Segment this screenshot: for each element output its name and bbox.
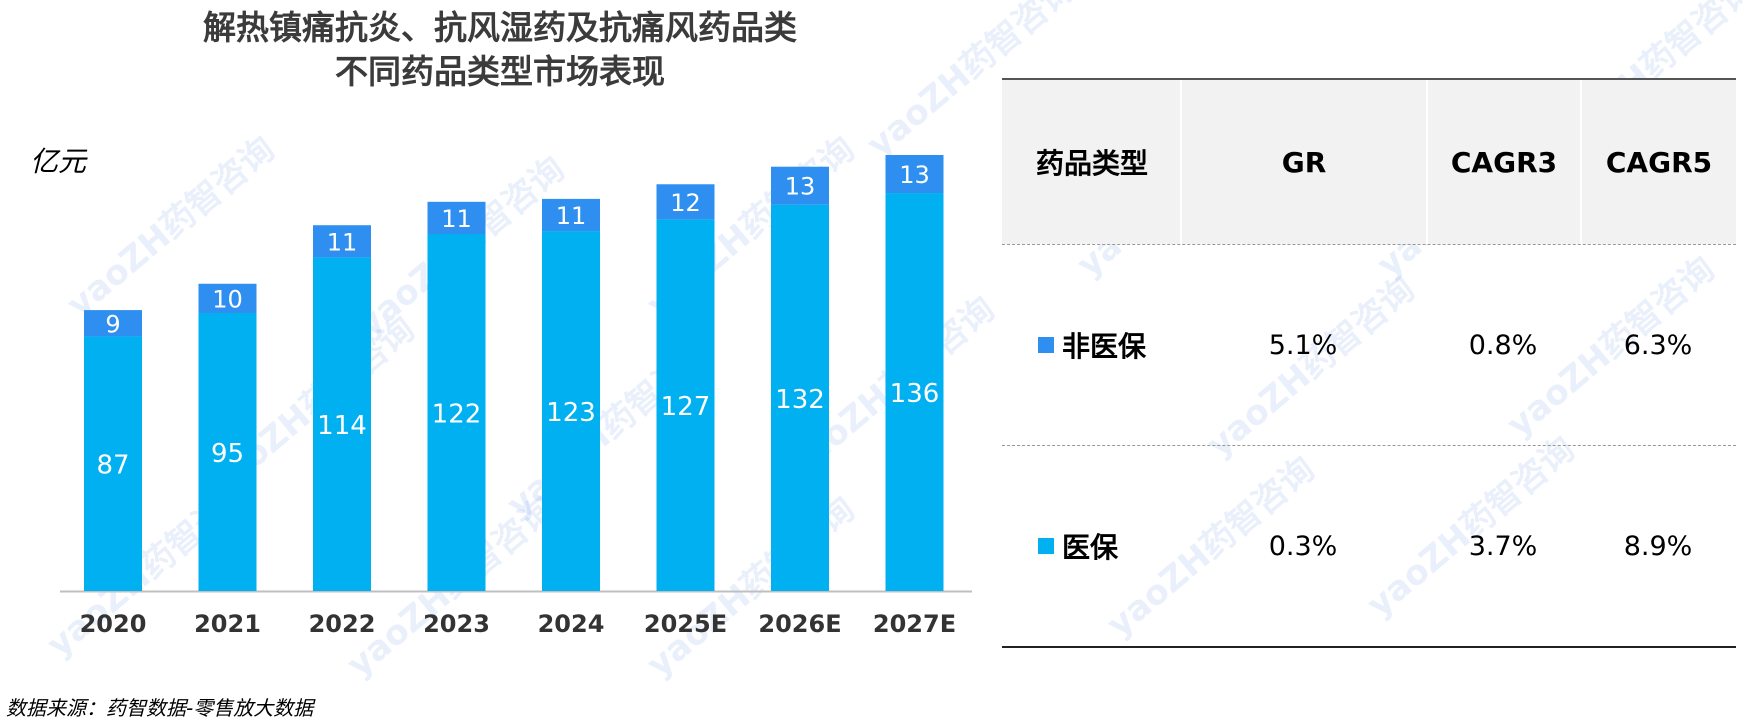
data-label-medical: 132	[775, 385, 825, 415]
bar-non-medical	[771, 166, 829, 205]
bar-non-medical	[198, 283, 257, 314]
data-source-note: 数据来源：药智数据-零售放大数据	[6, 696, 314, 720]
bar-medical	[198, 313, 257, 591]
data-label-medical: 123	[546, 398, 596, 428]
table-header-row: 药品类型 GR CAGR3 CAGR5	[1002, 80, 1736, 245]
data-label-medical: 136	[890, 379, 940, 409]
row-label-text: 非医保	[1062, 330, 1147, 363]
data-label-medical: 87	[96, 451, 129, 481]
data-label-non-medical: 11	[441, 205, 472, 233]
table-row: 非医保 5.1% 0.8% 6.3%	[1002, 245, 1736, 446]
header-drug-type: 药品类型	[1002, 80, 1180, 244]
cell-cagr3: 3.7%	[1468, 530, 1538, 562]
data-label-non-medical: 10	[212, 285, 243, 313]
data-label-medical: 114	[317, 411, 367, 441]
bar-non-medical	[885, 155, 944, 194]
x-tick-label: 2023	[423, 610, 490, 638]
bar-non-medical	[427, 201, 486, 235]
table-row: 医保 0.3% 3.7% 8.9%	[1002, 446, 1736, 646]
x-tick-label: 2027E	[873, 610, 956, 638]
data-label-non-medical: 12	[670, 189, 701, 217]
cell-cagr5: 6.3%	[1623, 329, 1693, 361]
bar-non-medical	[313, 225, 371, 258]
data-label-non-medical: 11	[556, 202, 587, 230]
chart-title: 解热镇痛抗炎、抗风湿药及抗痛风药品类 不同药品类型市场表现	[120, 6, 880, 94]
bar-non-medical	[542, 198, 600, 232]
bar-medical	[885, 193, 944, 591]
x-tick-label: 2022	[309, 610, 376, 638]
header-gr: GR	[1180, 80, 1426, 244]
bar-non-medical	[656, 184, 715, 220]
x-tick-label: 2025E	[644, 610, 727, 638]
cell-gr: 0.3%	[1268, 530, 1338, 562]
y-unit-label: 亿元	[30, 145, 87, 178]
data-label-non-medical: 13	[899, 161, 930, 189]
cell-cagr3: 0.8%	[1468, 329, 1538, 361]
bar-medical	[542, 231, 600, 591]
bar-medical	[771, 204, 829, 591]
x-tick-label: 2024	[538, 610, 605, 638]
data-label-medical: 95	[211, 439, 244, 469]
cell-gr: 5.1%	[1268, 329, 1338, 361]
header-cagr5: CAGR5	[1580, 80, 1736, 244]
stacked-bar-chart: 87 9 2020 95 10 2021 114 11 2022 122 11 2023 123 11 20…	[60, 155, 972, 638]
data-label-medical: 127	[661, 392, 711, 422]
x-tick-label: 2026E	[758, 610, 841, 638]
header-cagr3: CAGR3	[1426, 80, 1580, 244]
bar-medical	[427, 234, 486, 591]
data-label-non-medical: 13	[785, 173, 816, 201]
bar-medical	[84, 336, 142, 591]
title-line-1: 解热镇痛抗炎、抗风湿药及抗痛风药品类	[203, 8, 797, 47]
row-label-non-medical: 非医保	[1002, 245, 1180, 445]
legend-swatch-non-medical	[1038, 337, 1054, 353]
x-tick-label: 2020	[80, 610, 147, 638]
data-label-non-medical: 9	[105, 310, 120, 338]
row-label-text: 医保	[1062, 531, 1119, 564]
bar-non-medical	[84, 310, 142, 337]
data-label-medical: 122	[432, 400, 482, 430]
bar-medical	[313, 257, 371, 591]
row-label-medical: 医保	[1002, 446, 1180, 646]
growth-table: 药品类型 GR CAGR3 CAGR5 非医保 5.1% 0.8% 6.3% 医…	[1002, 78, 1736, 648]
x-tick-label: 2021	[194, 610, 261, 638]
bar-medical	[656, 219, 715, 591]
legend-swatch-medical	[1038, 538, 1054, 554]
data-label-non-medical: 11	[327, 228, 358, 256]
cell-cagr5: 8.9%	[1623, 530, 1693, 562]
title-line-2: 不同药品类型市场表现	[335, 52, 665, 91]
